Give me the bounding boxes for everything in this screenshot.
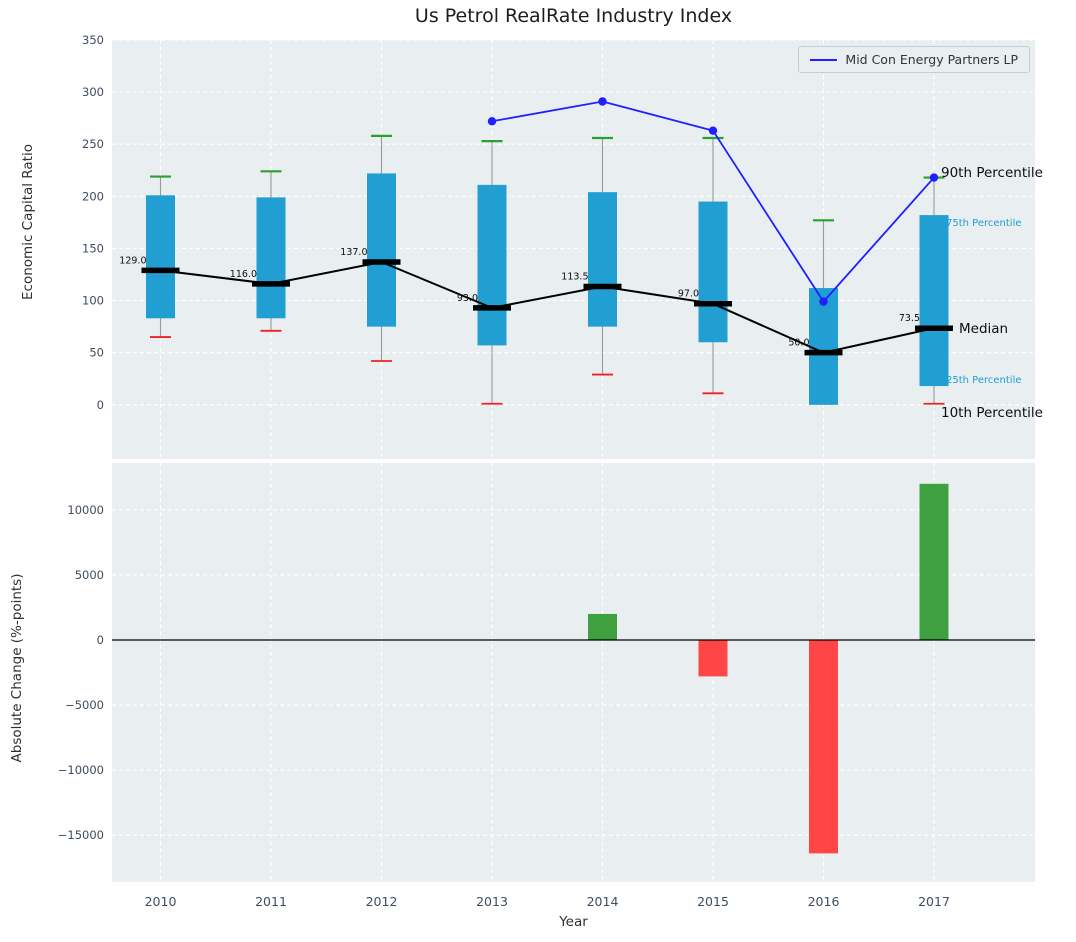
annotation-75th-percentile: 75th Percentile: [946, 218, 1022, 229]
change-bar-negative: [698, 639, 728, 677]
iqr-box: [256, 197, 286, 319]
x-tick-label: 2015: [697, 894, 729, 909]
median-value-label: 129.0: [119, 255, 146, 266]
change-bar-positive: [919, 483, 949, 640]
annotation-90th-percentile: 90th Percentile: [941, 165, 1043, 181]
x-tick-label: 2014: [587, 894, 619, 909]
bottom-y-tick-label: −5000: [65, 698, 104, 712]
bottom-y-tick-label: 5000: [75, 568, 104, 582]
median-value-label: 137.0: [340, 247, 367, 258]
top-y-tick-label: 350: [82, 33, 104, 47]
company-point: [487, 117, 497, 126]
annotation-10th-percentile: 10th Percentile: [941, 405, 1043, 421]
x-tick-label: 2012: [366, 894, 398, 909]
median-value-label: 73.5: [899, 313, 920, 324]
annotation-median: Median: [959, 321, 1009, 337]
top-y-tick-label: 200: [82, 189, 104, 203]
top-y-tick-label: 100: [82, 294, 104, 308]
bottom-axes-background: [112, 463, 1035, 882]
bottom-y-tick-label: 0: [97, 633, 104, 647]
change-bar-negative: [809, 639, 838, 854]
legend: Mid Con Energy Partners LP: [798, 46, 1030, 73]
chart-title: Us Petrol RealRate Industry Index: [414, 5, 733, 27]
top-axes-background: [112, 40, 1035, 459]
median-value-label: 93.0: [457, 293, 478, 304]
top-y-tick-label: 0: [97, 398, 104, 412]
legend-label: Mid Con Energy Partners LP: [845, 52, 1018, 67]
top-y-tick-label: 250: [82, 137, 104, 151]
median-value-label: 116.0: [230, 269, 257, 280]
company-point: [819, 297, 828, 306]
company-point: [708, 126, 718, 135]
x-axis-label: Year: [559, 914, 588, 930]
iqr-box: [477, 184, 507, 346]
median-value-label: 113.5: [561, 272, 588, 283]
x-tick-label: 2017: [918, 894, 950, 909]
iqr-box: [146, 195, 175, 319]
iqr-box: [809, 288, 838, 405]
top-y-tick-label: 50: [89, 346, 104, 360]
bottom-y-axis-label: Absolute Change (%-points): [9, 573, 25, 763]
x-tick-label: 2013: [476, 894, 508, 909]
iqr-box: [919, 215, 949, 387]
change-bar-positive: [588, 613, 617, 640]
median-value-label: 97.0: [678, 289, 699, 300]
iqr-box: [588, 192, 617, 327]
x-tick-label: 2010: [145, 894, 177, 909]
top-y-tick-label: 150: [82, 241, 104, 255]
bottom-y-tick-label: −15000: [58, 828, 104, 842]
company-point: [598, 97, 607, 106]
top-y-tick-label: 300: [82, 85, 104, 99]
legend-line-icon: [810, 58, 838, 61]
x-tick-label: 2016: [808, 894, 840, 909]
iqr-box: [367, 173, 396, 327]
top-y-axis-label: Economic Capital Ratio: [20, 144, 36, 300]
annotation-25th-percentile: 25th Percentile: [946, 375, 1022, 386]
bottom-y-tick-label: 10000: [67, 503, 104, 517]
bottom-y-tick-label: −10000: [58, 763, 104, 777]
median-value-label: 50.0: [788, 338, 809, 349]
median-connector-line: [160, 260, 935, 354]
company-point: [929, 173, 939, 182]
iqr-box: [698, 201, 728, 343]
x-tick-label: 2011: [255, 894, 287, 909]
